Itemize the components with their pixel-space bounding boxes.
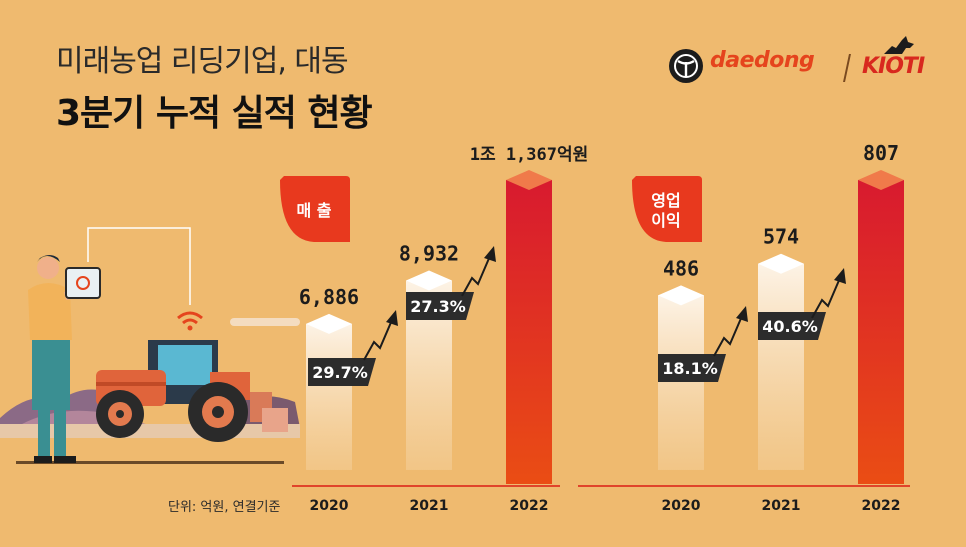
tractor-illustration (96, 340, 288, 442)
bar-top-cap (658, 285, 704, 306)
value-label: 486 (663, 256, 699, 280)
page-title: 3분기 누적 실적 현황 (56, 93, 373, 134)
growth-label: 27.3% (410, 297, 466, 316)
bar (506, 180, 552, 484)
category-label: 2022 (862, 498, 901, 514)
daedong-logo-icon (669, 49, 703, 83)
growth-arrowhead (736, 306, 748, 322)
bar (306, 323, 352, 470)
growth-arrow-icon (713, 315, 743, 357)
growth-arrow-icon (811, 277, 841, 319)
category-badge (632, 176, 702, 242)
badge-label: 영업 (651, 191, 680, 210)
growth-arrowhead (484, 246, 496, 262)
brand-logos: daedong KIOTI (668, 36, 928, 88)
growth-label: 18.1% (662, 359, 718, 378)
kioti-logo-text: KIOTI (862, 54, 925, 79)
growth-label: 29.7% (312, 363, 368, 382)
badge-label: 매 출 (296, 201, 331, 220)
bar (858, 180, 904, 484)
category-badge (280, 176, 350, 242)
daedong-logo-text: daedong (710, 48, 815, 73)
badge-label: 이익 (651, 211, 680, 230)
growth-arrow-icon (363, 319, 393, 361)
value-label: 6,886 (299, 285, 359, 309)
bar-top-cap (406, 270, 452, 291)
category-label: 2020 (310, 498, 349, 514)
growth-box (658, 354, 726, 382)
growth-arrowhead (386, 310, 398, 326)
kioti-wolf-icon (884, 36, 914, 54)
growth-box (406, 292, 474, 320)
ground-line (16, 461, 284, 464)
page-subtitle: 미래농업 리딩기업, 대동 (56, 44, 349, 79)
bar-top-cap (306, 313, 352, 334)
category-label: 2020 (662, 498, 701, 514)
farmer-illustration (28, 255, 101, 463)
bar-top-cap (858, 170, 904, 190)
cloud-illustration (230, 318, 300, 326)
category-label: 2021 (410, 498, 449, 514)
wifi-icon (177, 311, 203, 331)
value-label: 807 (863, 141, 899, 165)
value-label: 8,932 (399, 242, 459, 266)
value-label: 1조 1,367억원 (470, 145, 589, 165)
growth-box (308, 358, 376, 386)
growth-box (758, 312, 826, 340)
value-label: 574 (763, 225, 799, 249)
bar-top-cap (506, 170, 552, 190)
connection-line (87, 227, 191, 305)
bar-top-cap (758, 253, 804, 274)
growth-arrow-icon (461, 255, 491, 297)
category-label: 2022 (510, 498, 549, 514)
growth-arrowhead (834, 268, 846, 284)
bar (658, 295, 704, 470)
unit-note: 단위: 억원, 연결기준 (168, 500, 281, 515)
growth-label: 40.6% (762, 317, 818, 336)
category-label: 2021 (762, 498, 801, 514)
bar (758, 263, 804, 470)
tablet-icon (65, 267, 101, 299)
